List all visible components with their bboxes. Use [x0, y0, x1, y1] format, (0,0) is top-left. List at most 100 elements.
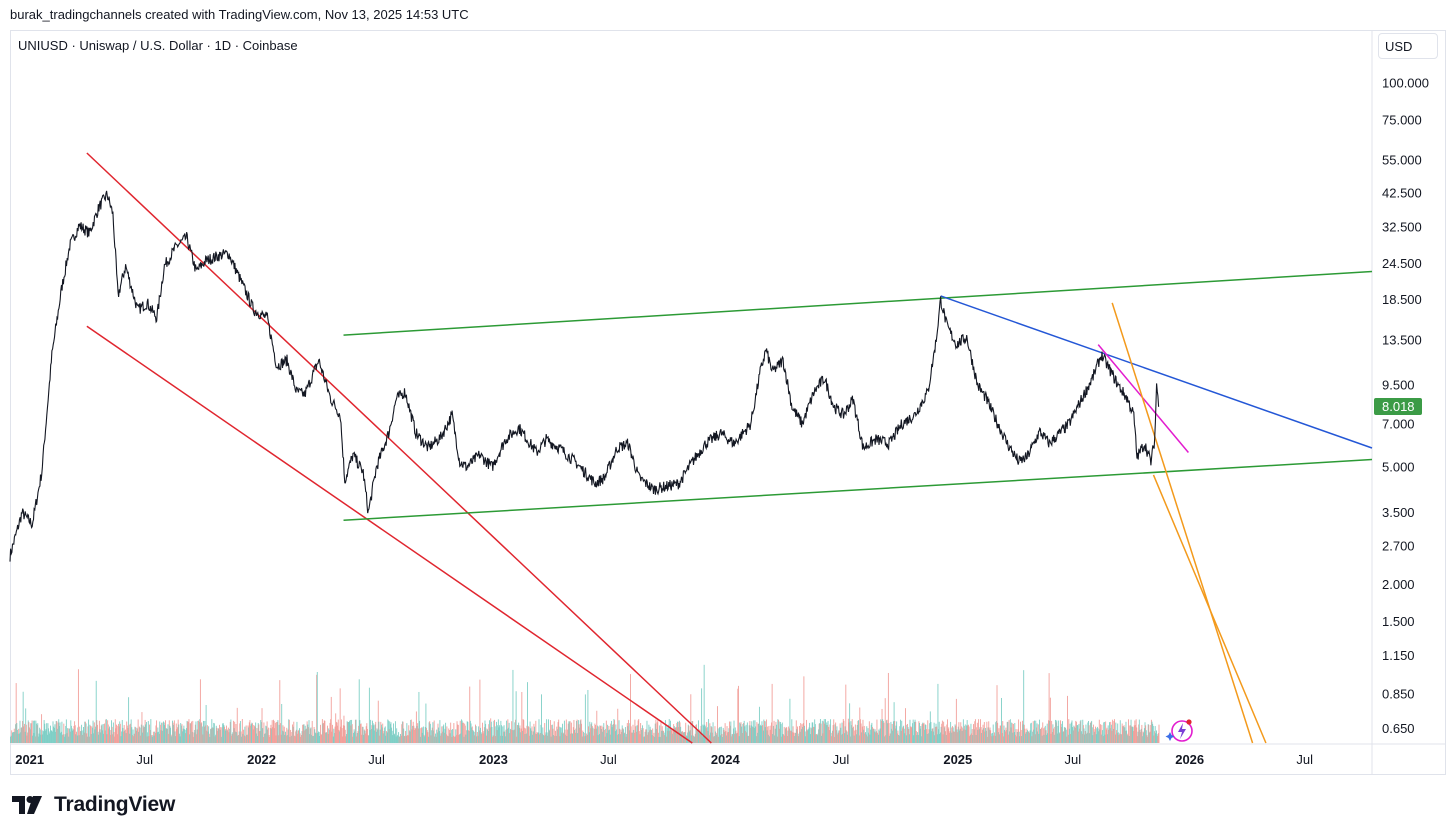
volume-bar: [949, 731, 951, 743]
volume-bar: [748, 735, 750, 743]
volume-bar: [137, 719, 139, 743]
volume-bar: [585, 735, 587, 743]
volume-bar: [120, 736, 122, 743]
volume-bar: [110, 730, 112, 743]
volume-bar: [950, 727, 952, 743]
volume-bar: [365, 733, 367, 743]
volume-bar: [295, 729, 297, 743]
volume-bar: [830, 719, 832, 743]
currency-button[interactable]: USD: [1378, 33, 1438, 59]
volume-bar: [1133, 725, 1135, 743]
volume-bar: [710, 732, 711, 743]
volume-bar: [738, 736, 740, 743]
volume-bar: [379, 729, 381, 743]
volume-bar: [723, 729, 725, 743]
volume-bar: [925, 724, 927, 743]
volume-bar: [659, 725, 661, 743]
volume-bar: [415, 711, 417, 743]
volume-bar: [358, 725, 360, 743]
volume-bar: [414, 729, 415, 743]
volume-bar: [479, 679, 481, 743]
volume-bar: [807, 729, 809, 743]
volume-bar: [372, 720, 373, 743]
volume-bar: [391, 735, 393, 743]
volume-bar: [408, 730, 410, 743]
volume-bar: [510, 729, 512, 743]
volume-bar: [114, 719, 116, 743]
volume-bar: [582, 730, 584, 743]
volume-bar: [560, 727, 562, 743]
volume-bar: [847, 734, 849, 743]
volume-bar: [994, 732, 995, 743]
volume-bar: [581, 736, 583, 743]
volume-bar: [148, 736, 150, 743]
volume-bar: [798, 733, 800, 743]
volume-bar: [1046, 723, 1048, 743]
volume-bar: [457, 724, 459, 743]
volume-bar: [711, 727, 713, 743]
volume-bar: [502, 731, 504, 743]
volume-bar: [1117, 723, 1119, 743]
volume-bar: [613, 719, 615, 743]
volume-bar: [529, 721, 531, 743]
volume-bar: [1069, 723, 1071, 743]
volume-bar: [884, 736, 886, 743]
volume-bar: [774, 735, 776, 743]
volume-bar: [194, 724, 196, 743]
volume-bar: [426, 730, 428, 743]
volume-bar: [1105, 729, 1107, 743]
volume-bar: [722, 727, 724, 743]
volume-bar: [763, 719, 765, 743]
volume-bar: [368, 687, 370, 743]
volume-bar: [639, 734, 641, 743]
volume-bar: [933, 731, 934, 743]
volume-bar: [420, 736, 422, 743]
volume-bar: [981, 729, 983, 743]
volume-bar: [27, 732, 29, 743]
volume-bar: [485, 735, 487, 743]
volume-bar: [610, 720, 612, 743]
volume-bar: [476, 736, 478, 743]
volume-bar: [1087, 722, 1089, 743]
volume-bar: [886, 719, 888, 743]
volume-bar: [337, 725, 339, 743]
volume-bar: [273, 720, 275, 743]
tradingview-logo[interactable]: TradingView: [12, 791, 175, 819]
volume-bar: [654, 723, 656, 743]
volume-bar: [253, 725, 255, 743]
volume-bar: [839, 723, 841, 743]
volume-bar: [419, 728, 421, 743]
ai-assistant-icon[interactable]: [1165, 719, 1193, 742]
volume-bar: [315, 733, 317, 743]
volume-bar: [187, 721, 189, 743]
volume-bar: [135, 730, 137, 743]
volume-bar: [734, 727, 736, 743]
volume-bar: [700, 725, 702, 743]
volume-bar: [77, 669, 79, 743]
volume-bar: [906, 723, 908, 743]
volume-bar: [217, 730, 218, 743]
volume-bar: [1046, 734, 1048, 743]
volume-bar: [897, 730, 899, 743]
volume-bar: [929, 723, 931, 743]
volume-bar: [1031, 736, 1033, 743]
volume-bar: [189, 723, 191, 743]
volume-bar: [699, 729, 701, 743]
volume-bar: [887, 723, 889, 743]
volume-bar: [49, 731, 51, 743]
volume-bar: [913, 735, 915, 743]
volume-bar: [86, 736, 88, 743]
volume-bar: [14, 731, 16, 743]
volume-bar: [157, 727, 159, 743]
volume-bar: [976, 727, 978, 743]
volume-bar: [521, 691, 523, 743]
volume-bar: [858, 735, 860, 743]
y-tick-label: 2.700: [1382, 538, 1415, 553]
volume-bar: [287, 729, 289, 743]
volume-bar: [891, 723, 893, 743]
volume-bar: [80, 730, 82, 743]
volume-bar: [393, 734, 395, 743]
volume-bar: [290, 735, 292, 743]
volume-bar: [829, 724, 831, 743]
